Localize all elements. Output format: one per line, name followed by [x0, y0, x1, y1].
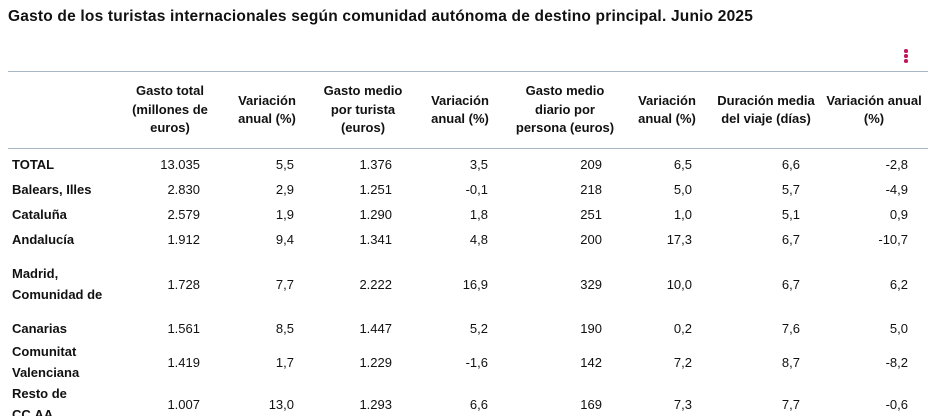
table-cell: 2.222	[359, 276, 392, 292]
table-cell: 6,6	[469, 396, 488, 412]
table-cell: -1,6	[465, 354, 488, 370]
column-header: Duración media del viaje (días)	[717, 92, 815, 127]
row-label: Comunitat Valenciana	[12, 344, 80, 380]
table-cell: 1.229	[359, 354, 392, 370]
table-cell: 16,9	[462, 276, 488, 292]
table-cell: 8,7	[781, 354, 800, 370]
table-cell: 17,3	[666, 232, 692, 247]
table-cell: 5,1	[781, 207, 800, 222]
table-cell: 200	[580, 232, 602, 247]
table-cell: 5,0	[673, 182, 692, 197]
table-cell: -10,7	[878, 232, 908, 247]
column-header: Gasto medio diario por persona (euros)	[515, 83, 615, 136]
table-cell: 1.447	[359, 321, 392, 336]
table-cell: 0,2	[673, 321, 692, 336]
row-label: Madrid, Comunidad de	[12, 266, 103, 302]
table-cell: 329	[580, 276, 602, 292]
table-cell: 2.830	[167, 182, 200, 197]
table-cell: 1.728	[167, 276, 200, 292]
column-header	[8, 72, 120, 149]
table-cell: 1.419	[167, 354, 200, 370]
table-cell: 10,0	[666, 276, 692, 292]
column-header: Gasto total (millones de euros)	[132, 83, 208, 136]
table-cell: 1.376	[359, 157, 392, 172]
table-cell: 1,9	[275, 207, 294, 222]
table-cell: 7,7	[275, 276, 294, 292]
table-cell: 5,7	[781, 182, 800, 197]
table-row: Andalucía 1.912 9,4 1.341 4,8 200 17,3 6…	[8, 227, 928, 252]
row-label: Resto de CC.AA.	[12, 386, 67, 416]
table-row: Madrid, Comunidad de 1.728 7,7 2.222 16,…	[8, 252, 928, 316]
table-cell: 1,8	[469, 207, 488, 222]
column-header: Variación anual (%)	[638, 92, 696, 127]
table-cell: 1.290	[359, 207, 392, 222]
kebab-vertical-icon[interactable]	[903, 49, 909, 65]
table-cell: 7,7	[781, 396, 800, 412]
kebab-dot	[904, 49, 908, 53]
row-label: Cataluña	[12, 207, 67, 222]
column-header: Variación anual (%)	[826, 92, 922, 127]
table-cell: 7,2	[673, 354, 692, 370]
table-cell: 190	[580, 321, 602, 336]
table-cell: 6,6	[781, 157, 800, 172]
column-header: Variación anual (%)	[431, 92, 489, 127]
table-header-row: Gasto total (millones de euros) Variació…	[8, 71, 928, 149]
table-cell: 6,7	[781, 232, 800, 247]
table-cell: 1.251	[359, 182, 392, 197]
table-row: Canarias 1.561 8,5 1.447 5,2 190 0,2 7,6…	[8, 316, 928, 341]
table-cell: 6,7	[781, 276, 800, 292]
table-cell: 1.912	[167, 232, 200, 247]
table-row: TOTAL 13.035 5,5 1.376 3,5 209 6,5 6,6 -…	[8, 149, 928, 178]
table-cell: 3,5	[469, 157, 488, 172]
table-cell: 4,8	[469, 232, 488, 247]
table-cell: 7,6	[781, 321, 800, 336]
kebab-dot	[904, 54, 908, 58]
table-cell: 1.007	[167, 396, 200, 412]
table-row: Balears, Illes 2.830 2,9 1.251 -0,1 218 …	[8, 177, 928, 202]
table-cell: 142	[580, 354, 602, 370]
table-row: Cataluña 2.579 1,9 1.290 1,8 251 1,0 5,1…	[8, 202, 928, 227]
table-cell: 2,9	[275, 182, 294, 197]
data-table-container: Gasto total (millones de euros) Variació…	[8, 71, 928, 416]
table-cell: 209	[580, 157, 602, 172]
column-header: Variación anual (%)	[238, 92, 296, 127]
table-cell: -2,8	[885, 157, 908, 172]
table-cell: 6,5	[673, 157, 692, 172]
table-cell: 8,5	[275, 321, 294, 336]
table-row: Resto de CC.AA. 1.007 13,0 1.293 6,6 169…	[8, 383, 928, 416]
table-cell: -0,6	[885, 396, 908, 412]
table-cell: -0,1	[465, 182, 488, 197]
table-cell: 1.341	[359, 232, 392, 247]
kebab-dot	[904, 59, 908, 63]
table-cell: -4,9	[885, 182, 908, 197]
page-title: Gasto de los turistas internacionales se…	[8, 8, 754, 25]
table-cell: 1.561	[167, 321, 200, 336]
table-row: Comunitat Valenciana 1.419 1,7 1.229 -1,…	[8, 341, 928, 383]
table-cell: 13,0	[268, 396, 294, 412]
table-cell: -8,2	[885, 354, 908, 370]
table-cell: 5,5	[275, 157, 294, 172]
table-cell: 218	[580, 182, 602, 197]
table-cell: 5,2	[469, 321, 488, 336]
table-cell: 0,9	[889, 207, 908, 222]
table-cell: 1,7	[275, 354, 294, 370]
table-cell: 9,4	[275, 232, 294, 247]
table-cell: 13.035	[160, 157, 200, 172]
table-cell: 1,0	[673, 207, 692, 222]
row-label: Andalucía	[12, 232, 75, 247]
table-cell: 2.579	[167, 207, 200, 222]
table-cell: 169	[580, 396, 602, 412]
row-label: TOTAL	[12, 157, 55, 172]
row-label: Balears, Illes	[12, 182, 92, 197]
table-cell: 251	[580, 207, 602, 222]
column-header: Gasto medio por turista (euros)	[323, 83, 403, 136]
table-cell: 6,2	[889, 276, 908, 292]
table-cell: 5,0	[889, 321, 908, 336]
data-table: Gasto total (millones de euros) Variació…	[8, 71, 928, 416]
row-label: Canarias	[12, 321, 67, 336]
table-cell: 1.293	[359, 396, 392, 412]
table-cell: 7,3	[673, 396, 692, 412]
